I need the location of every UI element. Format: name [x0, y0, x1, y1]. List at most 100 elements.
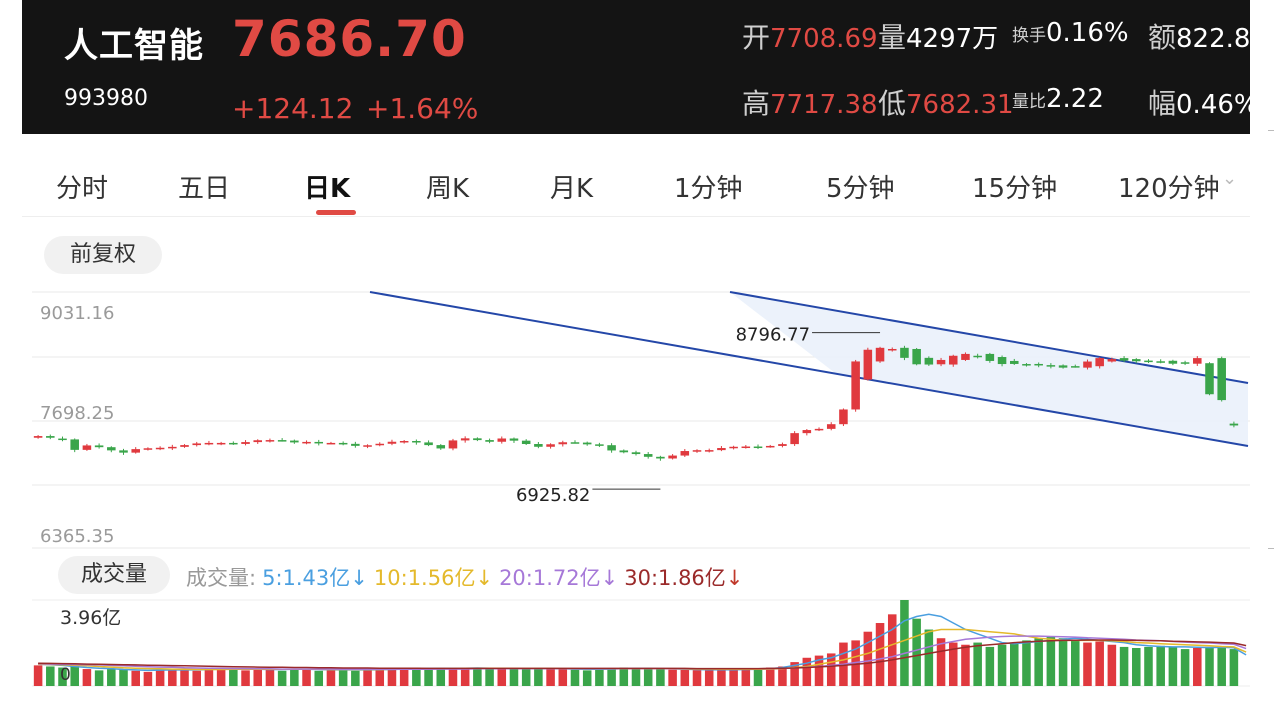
volume-bar — [1009, 642, 1019, 686]
volume-max-label: 3.96亿 — [60, 607, 121, 629]
candle-body — [692, 450, 702, 452]
candle-body — [497, 438, 507, 442]
chevron-down-icon[interactable]: ⌄ — [1222, 168, 1238, 189]
candle-body — [1132, 359, 1141, 362]
candle-body — [253, 440, 263, 443]
stat-open-value: 7708.69 — [770, 24, 878, 54]
trend-channel — [369, 291, 1249, 447]
candle-body — [985, 353, 995, 361]
candle-body — [900, 347, 909, 358]
candle-body — [155, 447, 165, 450]
volume-legend-prefix: 成交量: — [186, 566, 257, 590]
candle-body — [192, 443, 201, 446]
tab-intraday[interactable]: 分时 — [56, 174, 109, 204]
volume-bar — [595, 668, 604, 686]
tab-15min[interactable]: 15分钟 — [972, 174, 1058, 204]
candle-body — [924, 357, 934, 365]
volume-bar — [1205, 646, 1214, 686]
candle-body — [741, 446, 751, 449]
price-change: +124.12 — [232, 92, 354, 125]
candle-body — [143, 448, 153, 450]
tab-five-day[interactable]: 五日 — [178, 174, 231, 204]
adjust-toggle-button[interactable]: 前复权 — [44, 236, 162, 274]
volume-bar — [546, 669, 555, 686]
candles — [33, 345, 1239, 461]
candle-body — [1022, 364, 1031, 366]
tab-weekly-k[interactable]: 周K — [426, 174, 470, 204]
candle-body — [790, 433, 799, 445]
tab-daily-k[interactable]: 日K — [304, 174, 351, 204]
candle-body — [704, 450, 714, 452]
stat-turnover-value: 0.16% — [1046, 18, 1129, 48]
tab-monthly-k[interactable]: 月K — [550, 174, 594, 204]
tab-1min[interactable]: 1分钟 — [674, 174, 743, 204]
volume-bar — [338, 669, 348, 686]
volume-bar — [1034, 638, 1043, 686]
tab-5min[interactable]: 5分钟 — [826, 174, 895, 204]
volume-bar — [241, 670, 250, 686]
volume-bar — [94, 670, 104, 686]
candle-body — [851, 361, 860, 410]
stat-open: 开7708.69 — [742, 16, 878, 56]
candle-body — [302, 441, 311, 444]
candle-body — [1107, 359, 1117, 362]
volume-bar — [70, 664, 79, 686]
candle-body — [204, 442, 214, 445]
candle-body — [1071, 366, 1080, 368]
candle-body — [521, 440, 531, 445]
volume-bar — [1046, 636, 1056, 686]
candle-body — [863, 349, 873, 380]
volume-indicator-button[interactable]: 成交量 — [58, 556, 170, 594]
price-tick-label: 7698.25 — [40, 403, 114, 424]
volume-bar — [1022, 640, 1031, 686]
candle-body — [875, 347, 885, 362]
ma5-arrow-icon: ↓ — [350, 566, 368, 590]
volume-bar — [509, 669, 519, 686]
volume-bar — [253, 668, 263, 686]
volume-bar — [643, 669, 653, 686]
volume-bar — [131, 670, 140, 686]
candle-body — [168, 446, 177, 449]
volume-bar — [1107, 644, 1117, 686]
stat-amount-label: 额 — [1148, 21, 1177, 54]
candle-body — [351, 443, 360, 446]
candle-body — [887, 348, 897, 351]
volume-bar — [277, 670, 287, 686]
candle-body — [131, 449, 140, 453]
candle-body — [948, 355, 958, 365]
stat-volratio-value: 2.22 — [1046, 84, 1104, 114]
candle-body — [802, 430, 812, 434]
stat-open-label: 开 — [742, 21, 771, 54]
volume-bar — [399, 668, 409, 686]
volume-bar — [753, 668, 763, 686]
candle-body — [265, 440, 275, 442]
stat-volratio: 量比2.22 — [1012, 84, 1104, 114]
volume-bar — [887, 614, 897, 686]
stat-turnover: 换手0.16% — [1012, 18, 1129, 48]
current-price: 7686.70 — [232, 10, 467, 68]
candle-body — [436, 445, 446, 449]
candle-body — [619, 450, 629, 453]
volume-bar — [521, 668, 531, 686]
volume-bar — [558, 669, 568, 686]
candle-body — [546, 444, 555, 447]
candle-body — [460, 438, 470, 441]
volume-zero-label: 0 — [60, 665, 71, 685]
stat-amplitude-label: 幅 — [1148, 87, 1177, 120]
candle-body — [1083, 361, 1092, 368]
candle-body — [107, 447, 116, 451]
candle-body — [119, 450, 128, 453]
volume-bar — [1095, 641, 1104, 686]
volume-bar — [1071, 640, 1080, 686]
candle-body — [1156, 361, 1165, 363]
stat-amount-value: 822.8 — [1176, 24, 1250, 54]
channel-upper-line — [729, 291, 1249, 384]
volume-bar — [985, 646, 995, 686]
candle-body — [656, 456, 665, 459]
volume-bar — [448, 668, 458, 686]
candle-body — [1034, 363, 1043, 366]
volume-bar — [863, 631, 873, 686]
candle-body — [595, 444, 604, 446]
candle-body — [631, 452, 641, 455]
tab-120min[interactable]: 120分钟 — [1118, 174, 1220, 204]
